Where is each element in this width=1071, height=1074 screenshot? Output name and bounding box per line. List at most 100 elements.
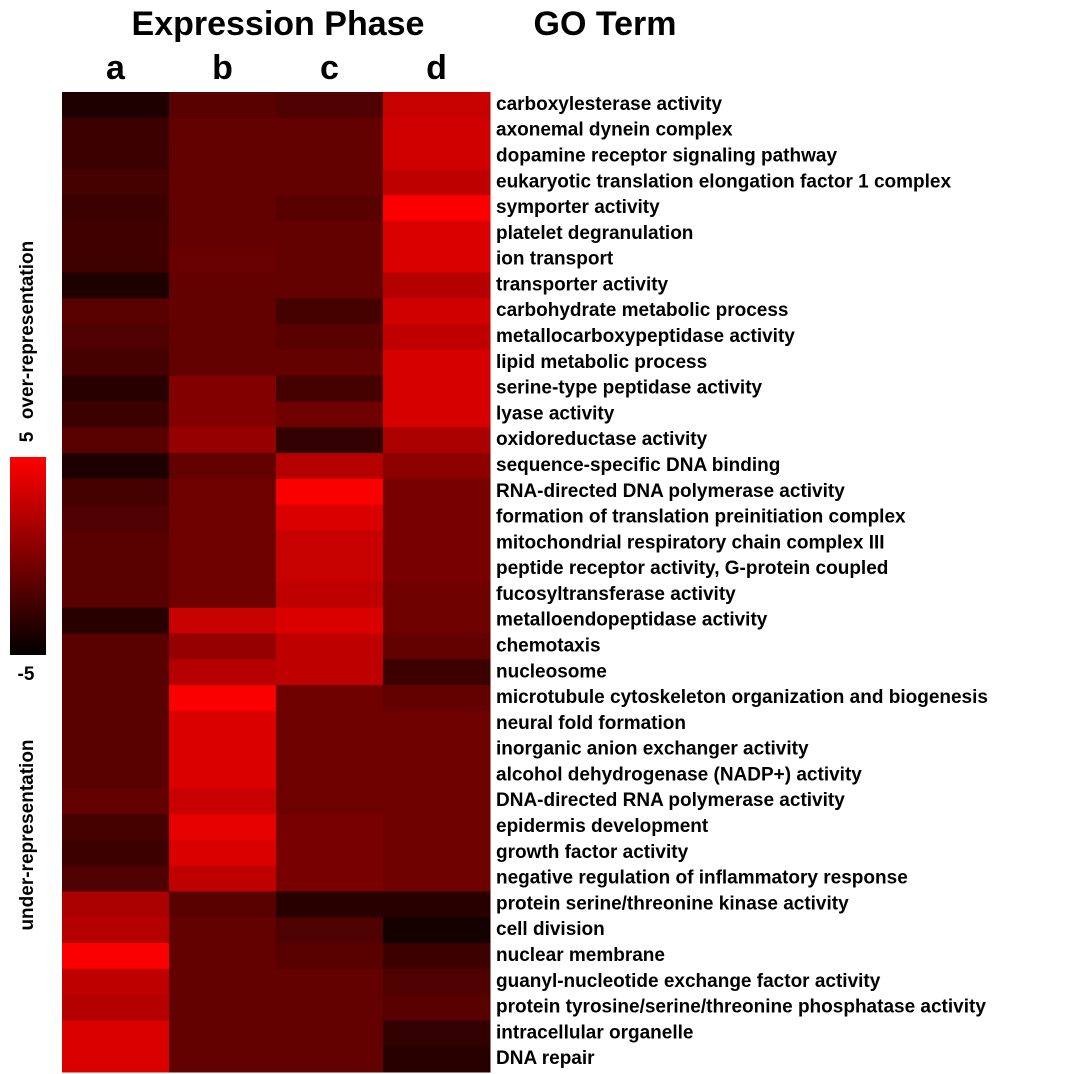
heatmap-cell: [169, 427, 277, 454]
row-label: formation of translation preinitiation c…: [496, 507, 906, 528]
heatmap-cell: [62, 246, 170, 274]
heatmap-cell: [169, 246, 277, 274]
heatmap-cell: [169, 169, 277, 196]
heatmap-cell: [276, 530, 384, 557]
heatmap-cell: [169, 633, 277, 660]
chart-title: Expression Phase: [132, 5, 425, 43]
heatmap-cell: [62, 195, 170, 222]
heatmap-cell: [383, 865, 491, 892]
heatmap-cell: [383, 530, 491, 557]
heatmap-cell: [62, 968, 170, 996]
column-label: a: [106, 49, 126, 87]
row-label: growth factor activity: [496, 842, 689, 863]
heatmap-cell: [276, 891, 384, 918]
heatmap-cell: [169, 272, 277, 299]
heatmap-cell: [62, 298, 170, 325]
heatmap-cell: [383, 298, 491, 325]
heatmap-cell: [169, 349, 277, 377]
heatmap-cell: [62, 917, 170, 944]
heatmap-cell: [169, 375, 277, 402]
heatmap-cell: [383, 762, 491, 789]
heatmap-cell: [62, 349, 170, 377]
heatmap-cell: [383, 556, 491, 583]
heatmap-cell: [383, 917, 491, 944]
row-label: protein tyrosine/serine/threonine phosph…: [496, 997, 986, 1018]
heatmap-cell: [276, 195, 384, 222]
heatmap-cell: [276, 117, 384, 145]
heatmap-cell: [276, 298, 384, 325]
heatmap-cell: [383, 143, 491, 170]
heatmap-cell: [276, 994, 384, 1021]
heatmap-cell: [62, 891, 170, 918]
row-label: platelet degranulation: [496, 223, 693, 244]
heatmap-cell: [276, 143, 384, 170]
heatmap-cell: [383, 814, 491, 841]
heatmap-cell: [276, 917, 384, 944]
heatmap-cell: [383, 891, 491, 918]
heatmap-cell: [383, 349, 491, 377]
heatmap-cell: [62, 117, 170, 145]
heatmap-cell: [276, 556, 384, 583]
heatmap-cell: [276, 607, 384, 635]
heatmap-cell: [276, 375, 384, 402]
heatmap-cell: [62, 453, 170, 480]
heatmap-cell: [62, 736, 170, 764]
row-label: cell division: [496, 919, 605, 940]
heatmap-cell: [276, 839, 384, 867]
row-label: ion transport: [496, 249, 614, 270]
heatmap-cell: [383, 401, 491, 428]
row-label: chemotaxis: [496, 635, 601, 656]
row-label: protein serine/threonine kinase activity: [496, 893, 849, 914]
heatmap-cell: [62, 169, 170, 196]
heatmap-cell: [276, 736, 384, 764]
heatmap-cell: [169, 220, 277, 248]
heatmap-cell: [276, 943, 384, 970]
heatmap-cell: [169, 298, 277, 325]
heatmap-cell: [62, 1046, 170, 1073]
heatmap-cell: [169, 453, 277, 480]
heatmap-cell: [169, 504, 277, 531]
heatmap-cell: [169, 839, 277, 867]
heatmap-cell: [383, 710, 491, 738]
heatmap-cell: [383, 324, 491, 351]
heatmap-cell: [62, 92, 170, 119]
heatmap-cell: [276, 478, 384, 506]
heatmap-cell: [276, 401, 384, 428]
row-label: oxidoreductase activity: [496, 429, 708, 450]
row-label: lipid metabolic process: [496, 352, 707, 373]
heatmap-cell: [276, 453, 384, 480]
heatmap-cell: [169, 117, 277, 145]
heatmap-cell: [383, 220, 491, 248]
heatmap-cell: [169, 710, 277, 738]
heatmap-cell: [383, 117, 491, 145]
heatmap-cell: [383, 582, 491, 609]
row-label: DNA-directed RNA polymerase activity: [496, 790, 845, 811]
row-label: lyase activity: [496, 403, 615, 424]
heatmap-cell: [276, 710, 384, 738]
heatmap-cell: [276, 582, 384, 609]
column-label: d: [426, 49, 447, 87]
heatmap-cell: [276, 788, 384, 815]
heatmap-cell: [62, 375, 170, 402]
heatmap-cell: [383, 968, 491, 996]
heatmap-cell: [169, 968, 277, 996]
row-label: mitochondrial respiratory chain complex …: [496, 532, 885, 553]
heatmap-cell: [169, 917, 277, 944]
row-label: DNA repair: [496, 1048, 595, 1069]
heatmap-cell: [276, 762, 384, 789]
heatmap-cell: [62, 943, 170, 970]
row-label: fucosyltransferase activity: [496, 584, 736, 605]
heatmap-cell: [169, 582, 277, 609]
heatmap-cell: [383, 195, 491, 222]
heatmap-cell: [276, 633, 384, 660]
row-label: neural fold formation: [496, 713, 686, 734]
heatmap-cell: [62, 324, 170, 351]
row-label: dopamine receptor signaling pathway: [496, 145, 837, 166]
heatmap-cell: [62, 272, 170, 299]
heatmap-cell: [169, 556, 277, 583]
row-label: inorganic anion exchanger activity: [496, 739, 809, 760]
heatmap-cell: [276, 504, 384, 531]
heatmap-cell: [383, 453, 491, 480]
heatmap-cell: [383, 169, 491, 196]
